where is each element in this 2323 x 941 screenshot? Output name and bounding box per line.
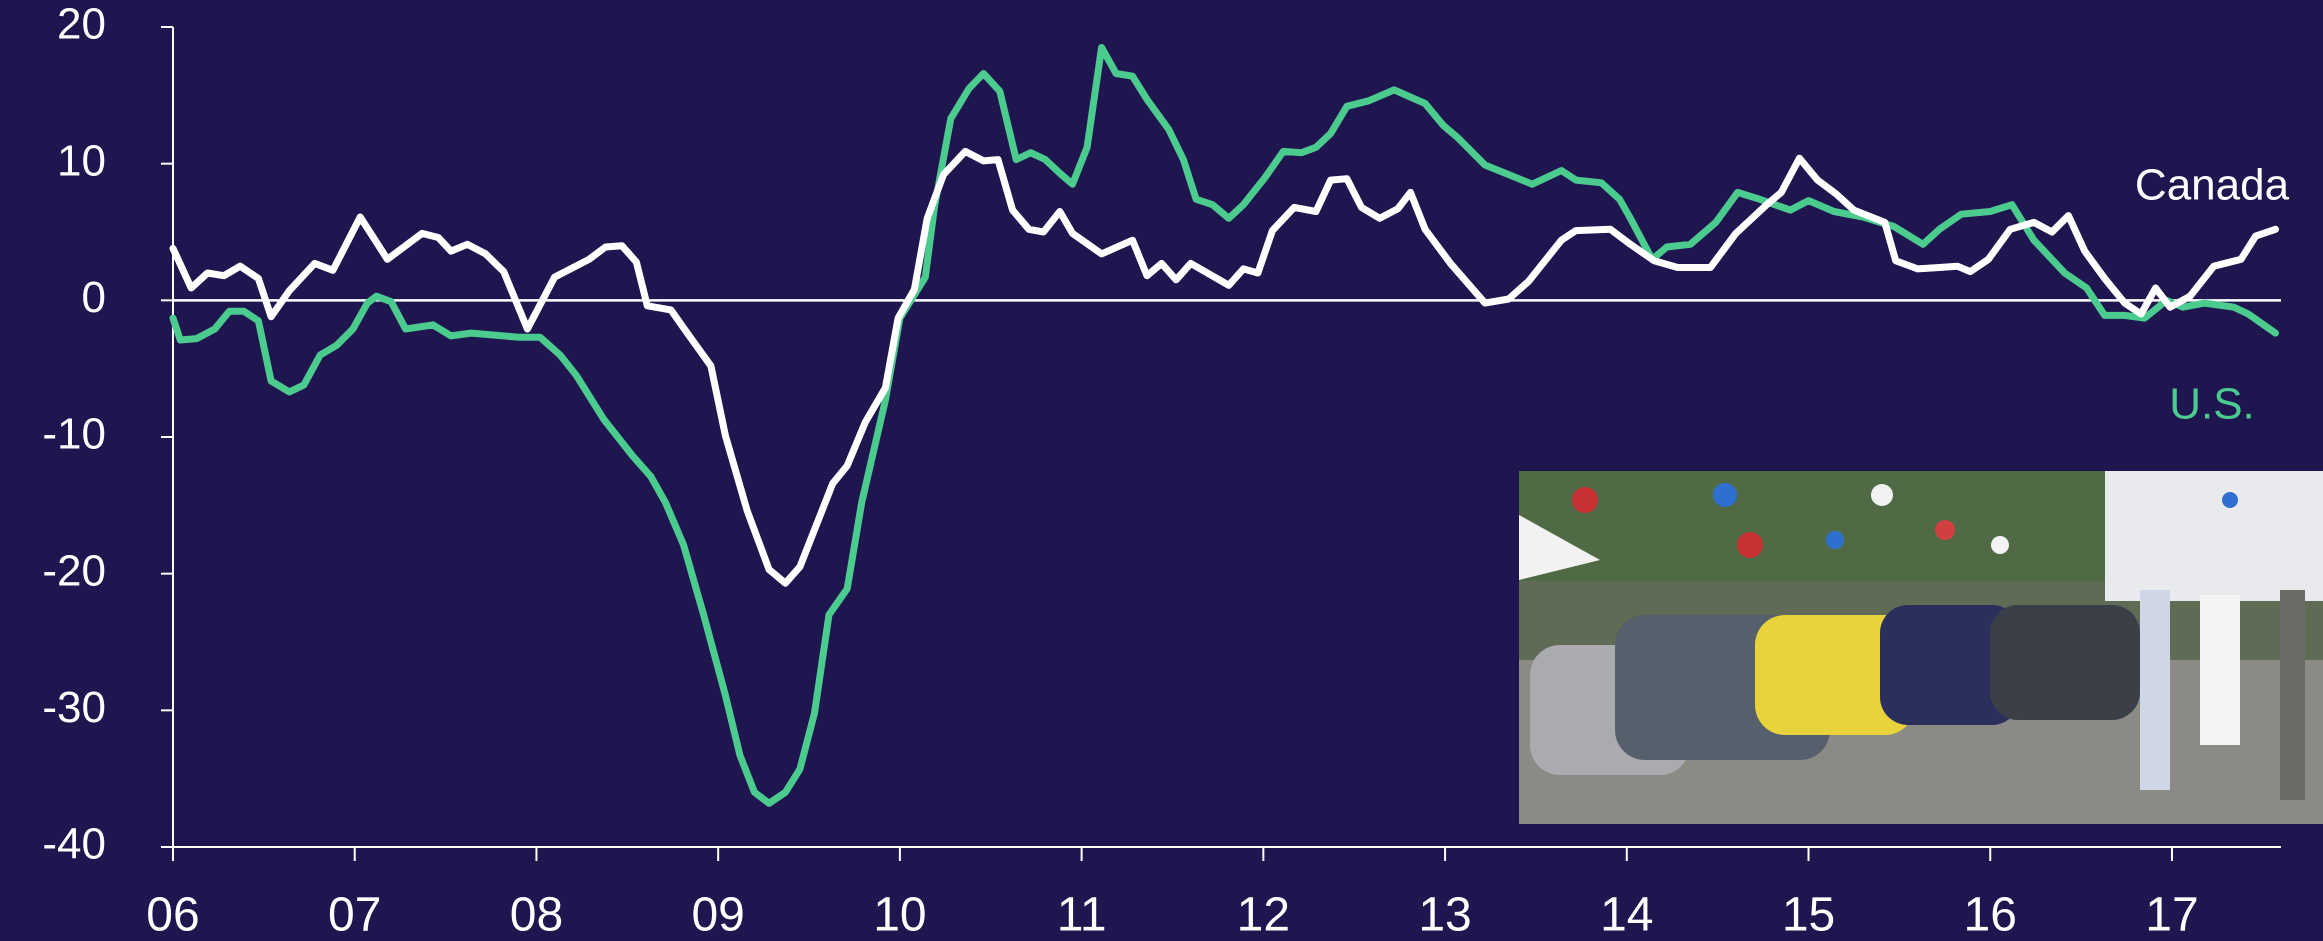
y-tick-label: 20 — [57, 0, 106, 49]
photo — [1519, 471, 2323, 824]
x-tick-label: 08 — [510, 889, 563, 941]
x-tick-label: 12 — [1237, 889, 1290, 941]
x-tick-label: 16 — [1964, 889, 2017, 941]
y-tick-label: -20 — [42, 546, 106, 595]
y-tick-label: -40 — [42, 820, 106, 869]
x-tick-label: 14 — [1600, 889, 1653, 941]
x-tick-label: 06 — [146, 889, 199, 941]
y-tick-label: -30 — [42, 683, 106, 732]
series-line — [169, 44, 2279, 807]
y-tick-label: 0 — [82, 273, 106, 322]
x-tick-label: 07 — [328, 889, 381, 941]
x-tick-label: 11 — [1057, 889, 1107, 941]
y-tick-label: -10 — [42, 410, 106, 459]
x-tick-label: 10 — [873, 889, 926, 941]
x-tick-label: 17 — [2145, 889, 2198, 941]
legend-label: U.S. — [2169, 380, 2255, 429]
x-tick-label: 15 — [1782, 889, 1835, 941]
y-tick-label: 10 — [57, 136, 106, 185]
series-line — [169, 147, 2279, 587]
x-tick-label: 09 — [691, 889, 744, 941]
legend-label: Canada — [2135, 161, 2290, 210]
x-tick-label: 13 — [1418, 889, 1471, 941]
